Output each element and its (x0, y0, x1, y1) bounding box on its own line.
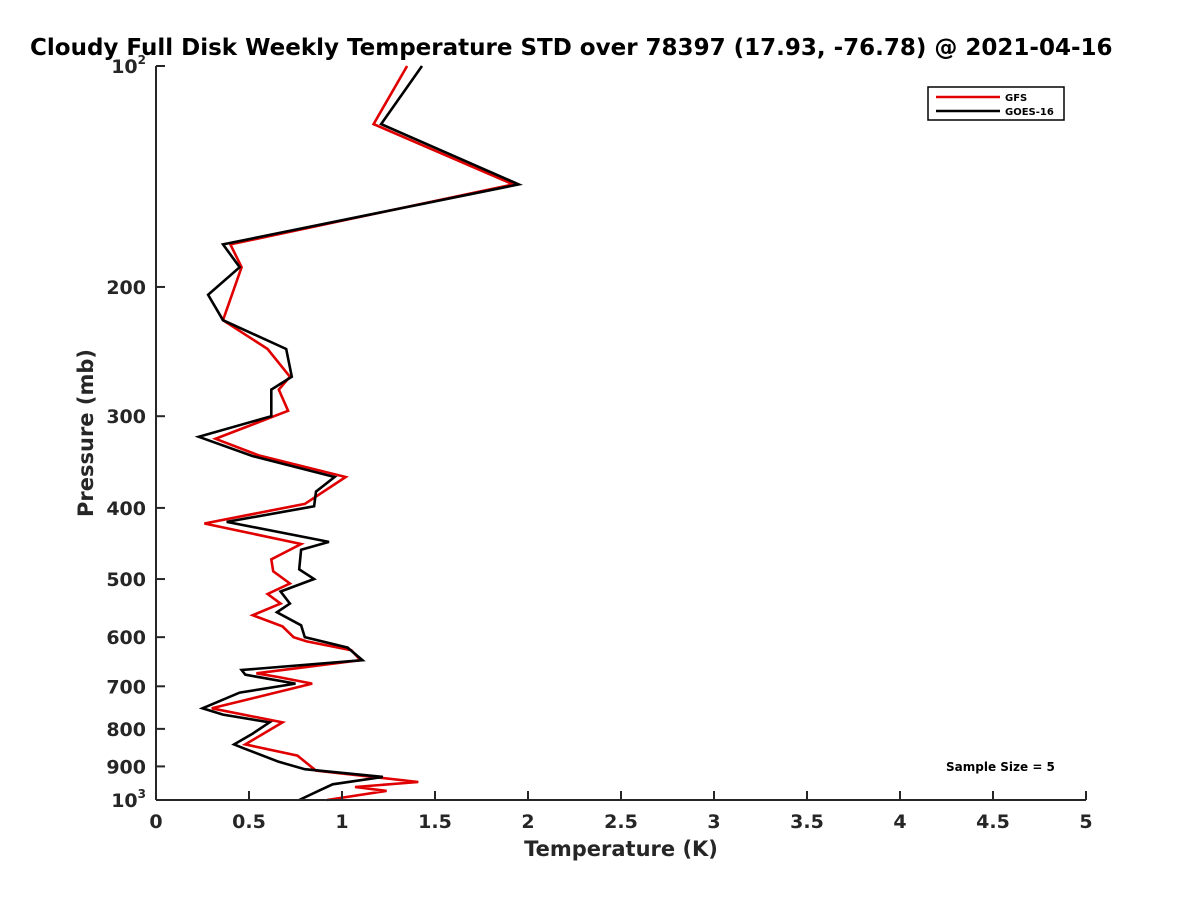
y-axis-label: Pressure (mb) (74, 349, 98, 517)
x-axis-label: Temperature (K) (524, 837, 718, 861)
y-tick-label: 600 (106, 627, 146, 649)
x-tick-label: 2.5 (604, 811, 638, 833)
sample-size-annotation: Sample Size = 5 (946, 760, 1055, 774)
legend: GFS GOES-16 (927, 86, 1065, 121)
y-tick-label: 103 (111, 787, 146, 812)
y-tick-label: 800 (106, 719, 146, 741)
plot-area (155, 65, 1086, 802)
y-tick-label: 700 (106, 676, 146, 698)
x-tick-label: 4.5 (976, 811, 1010, 833)
x-tick-label: 1.5 (418, 811, 452, 833)
legend-label-gfs: GFS (1005, 93, 1027, 104)
legend-box (927, 86, 1065, 121)
y-tick-label: 900 (106, 756, 146, 778)
x-tick-label: 1 (335, 811, 348, 833)
y-tick-label: 500 (106, 569, 146, 591)
y-axis-ticks: 102 200 300 400 500 600 700 800 900 103 (106, 53, 165, 812)
x-tick-label: 2 (521, 811, 534, 833)
x-tick-label: 0 (149, 811, 162, 833)
x-tick-label: 3.5 (790, 811, 824, 833)
y-tick-label: 400 (106, 498, 146, 520)
y-tick-label: 200 (106, 277, 146, 299)
x-tick-label: 4 (893, 811, 906, 833)
y-tick-label: 300 (106, 406, 146, 428)
x-tick-label: 0.5 (232, 811, 266, 833)
x-axis-ticks: 0 0.5 1 1.5 2 2.5 3 3.5 4 4.5 5 (149, 791, 1093, 833)
series-line-gfs (204, 65, 518, 802)
series-line-goes16 (194, 65, 523, 802)
y-tick-label: 102 (111, 53, 146, 78)
x-tick-label: 3 (707, 811, 720, 833)
chart-title: Cloudy Full Disk Weekly Temperature STD … (30, 35, 1113, 61)
legend-label-goes16: GOES-16 (1005, 107, 1054, 118)
x-tick-label: 5 (1079, 811, 1092, 833)
